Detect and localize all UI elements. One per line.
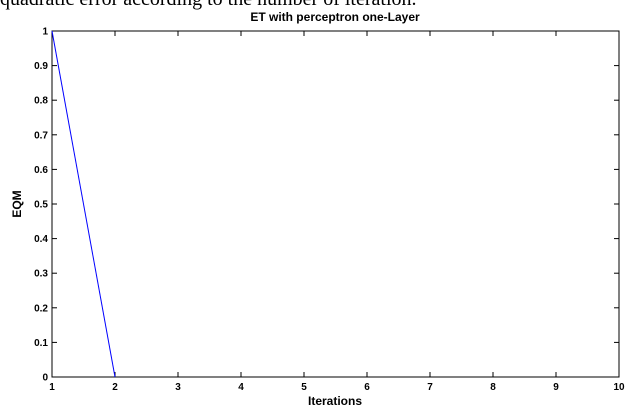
figure-caption: quadratic error according to the number … <box>0 0 638 11</box>
x-tick-label: 9 <box>553 382 559 393</box>
x-tick-label: 4 <box>238 382 244 393</box>
y-tick-label: 1 <box>42 27 48 38</box>
y-tick-label: 0.9 <box>34 61 48 72</box>
x-tick-label: 1 <box>49 382 55 393</box>
y-tick-label: 0.3 <box>34 269 48 280</box>
series-line <box>51 30 116 378</box>
x-tick-label: 6 <box>364 382 370 393</box>
x-tick-label: 2 <box>112 382 118 393</box>
x-axis-label: Iterations <box>308 394 362 408</box>
y-tick-label: 0.2 <box>34 303 48 314</box>
y-tick-label: 0 <box>42 373 48 384</box>
x-tick-label: 8 <box>490 382 496 393</box>
y-axis-label: EQM <box>10 190 24 217</box>
plot-area <box>51 30 620 378</box>
x-tick-label: 7 <box>427 382 433 393</box>
y-tick-label: 0.7 <box>34 130 48 141</box>
x-tick-label: 10 <box>613 382 625 393</box>
x-tick-label: 3 <box>175 382 181 393</box>
y-tick-label: 0.1 <box>34 338 48 349</box>
y-tick-label: 0.8 <box>34 96 48 107</box>
x-tick-label: 5 <box>301 382 307 393</box>
y-tick-label: 0.5 <box>34 200 48 211</box>
y-tick-label: 0.6 <box>34 165 48 176</box>
y-tick-label: 0.4 <box>34 234 48 245</box>
chart-title: ET with perceptron one-Layer <box>250 10 420 24</box>
